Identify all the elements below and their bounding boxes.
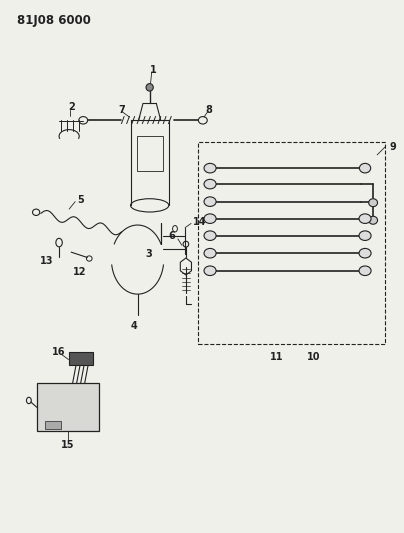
Ellipse shape: [369, 216, 378, 224]
Ellipse shape: [204, 266, 216, 276]
Ellipse shape: [204, 197, 216, 206]
Text: 8: 8: [206, 104, 213, 115]
Text: 11: 11: [270, 352, 283, 362]
Bar: [69, 352, 93, 365]
Text: 3: 3: [145, 249, 152, 259]
Ellipse shape: [369, 199, 378, 207]
Ellipse shape: [359, 266, 371, 276]
Bar: [137, 136, 163, 171]
Text: 1: 1: [150, 65, 157, 75]
Text: 12: 12: [72, 268, 86, 277]
Text: 15: 15: [61, 440, 75, 450]
Ellipse shape: [204, 231, 216, 240]
Ellipse shape: [359, 231, 371, 240]
Ellipse shape: [204, 179, 216, 189]
Text: 81J08 6000: 81J08 6000: [17, 14, 90, 27]
Bar: [198, 142, 385, 344]
Text: 5: 5: [77, 195, 84, 205]
Ellipse shape: [204, 164, 216, 173]
Ellipse shape: [204, 248, 216, 258]
Text: 4: 4: [130, 321, 137, 331]
Ellipse shape: [360, 164, 371, 173]
Bar: [45, 421, 61, 429]
Ellipse shape: [146, 84, 153, 91]
Ellipse shape: [204, 214, 216, 223]
Ellipse shape: [359, 248, 371, 258]
Text: 9: 9: [389, 142, 396, 152]
Text: 16: 16: [52, 346, 65, 357]
Text: 10: 10: [307, 352, 321, 362]
Text: 7: 7: [118, 104, 125, 115]
Bar: [37, 383, 99, 431]
Text: 13: 13: [40, 256, 54, 266]
Text: 2: 2: [68, 102, 74, 112]
Ellipse shape: [359, 214, 371, 223]
Text: 14: 14: [193, 217, 206, 228]
Text: 6: 6: [168, 231, 175, 241]
